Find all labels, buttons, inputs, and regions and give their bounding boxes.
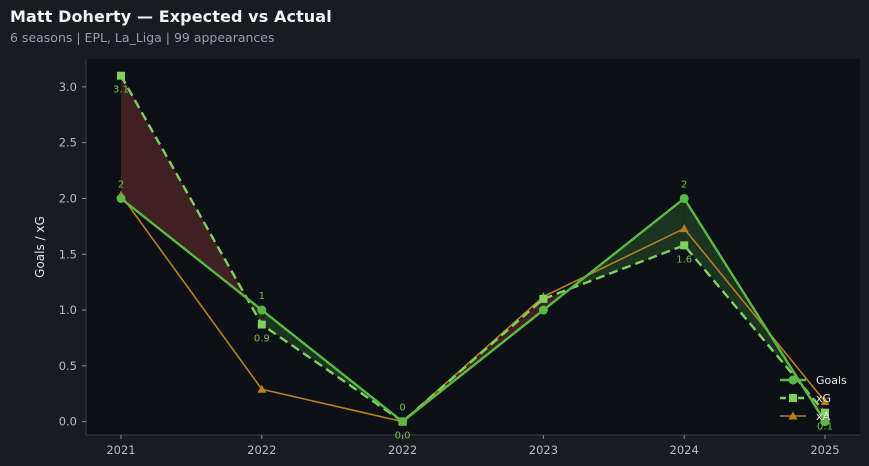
point-goals <box>257 305 267 315</box>
y-tick-label: 1.5 <box>59 247 77 261</box>
data-label-goals: 0 <box>399 403 405 414</box>
chart-subtitle: 6 seasons | EPL, La_Liga | 99 appearance… <box>10 30 275 45</box>
y-tick-label: 3.0 <box>59 80 77 94</box>
y-tick-label: 2.5 <box>59 136 77 150</box>
point-xa <box>257 384 267 393</box>
data-label-xg: 0.0 <box>395 431 411 442</box>
x-tick-label: 2023 <box>529 443 558 457</box>
point-goals <box>820 417 830 427</box>
data-labels: 2 1 0 2 3.1 0.9 0.0 1.6 0.1 <box>113 85 833 442</box>
legend: Goals xG xA <box>780 374 847 423</box>
data-label-goals: 2 <box>681 179 687 190</box>
data-label-xg: 3.1 <box>113 85 129 96</box>
x-tick-label: 2025 <box>810 443 839 457</box>
data-label-xg: 1.6 <box>676 254 692 265</box>
legend-marker-goals <box>788 375 798 385</box>
data-label-xg: 0.1 <box>817 422 833 433</box>
point-xg <box>821 408 829 417</box>
x-tick-label: 2024 <box>670 443 699 457</box>
point-goals <box>679 193 689 203</box>
chart-title: Matt Doherty — Expected vs Actual <box>10 7 332 26</box>
legend-label-goals: Goals <box>816 374 847 387</box>
y-tick-label: 2.0 <box>59 191 77 205</box>
legend-marker-xg <box>789 394 797 402</box>
legend-marker-xa <box>788 411 798 420</box>
x-tick-label: 2022 <box>388 443 417 457</box>
series-line-goals <box>120 197 827 423</box>
point-goals <box>116 193 126 203</box>
x-tick-label: 2021 <box>106 443 135 457</box>
legend-label-xg: xG <box>816 392 831 405</box>
point-xg <box>257 320 266 329</box>
data-label-goals: 1 <box>259 291 265 302</box>
series-line-xg <box>119 75 826 423</box>
x-tick-label: 2022 <box>247 443 276 457</box>
legend-label-xa: xA <box>816 410 831 423</box>
y-tick-label: 1.0 <box>59 303 77 317</box>
point-xa <box>679 224 689 233</box>
point-xg <box>117 71 125 80</box>
point-xa <box>820 397 830 406</box>
data-label-goals: 2 <box>118 179 124 190</box>
y-tick-label: 0.0 <box>59 415 77 429</box>
data-label-xg: 0.9 <box>254 334 270 345</box>
point-xg <box>539 294 548 303</box>
point-goals <box>538 305 548 315</box>
point-goals <box>398 417 408 427</box>
y-axis-label: Goals / xG <box>33 216 47 278</box>
point-xg <box>680 241 689 250</box>
series-layer <box>116 71 830 427</box>
y-tick-label: 0.5 <box>59 359 77 373</box>
